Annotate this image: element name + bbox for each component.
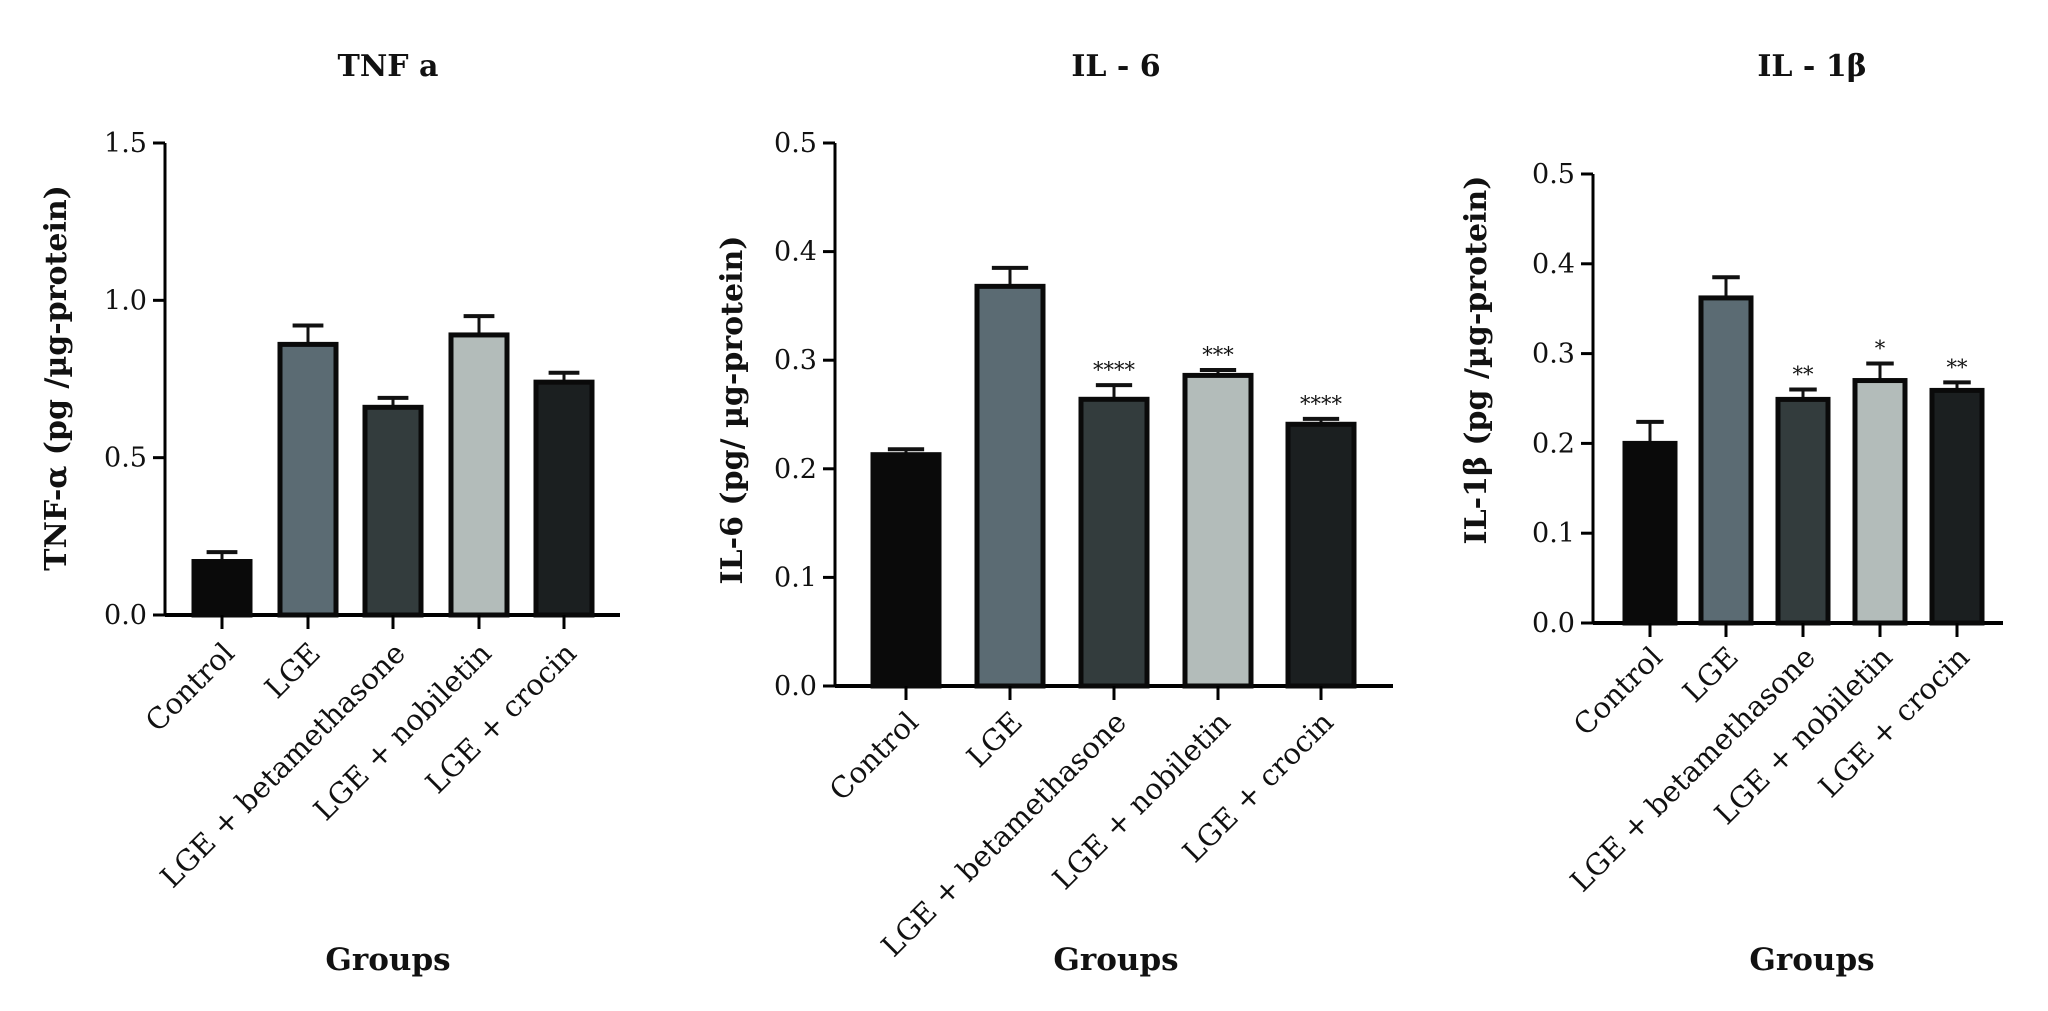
bars-il1b: ***** (1622, 275, 1985, 637)
y-tick-label-tnf: 0.0 (104, 600, 147, 631)
category-label-il1b: Control (1567, 640, 1669, 742)
bar-il6-5 (1285, 421, 1357, 689)
y-tick-label-il1b: 0.0 (1532, 608, 1575, 639)
category-label-il6: LGE + nobiletin (1046, 705, 1237, 896)
y-tick-label-il1b: 0.4 (1532, 249, 1575, 280)
y-tick-label-tnf: 0.5 (104, 443, 147, 474)
category-label-tnf: LGE (258, 636, 327, 705)
bar-tnf-5 (533, 379, 595, 618)
bar-il6-2 (974, 283, 1046, 689)
bar-il1b-4 (1852, 378, 1908, 626)
y-tick-label-il1b: 0.1 (1532, 518, 1575, 549)
y-axis-label-il6: IL-6 (pg/ µg-protein) (715, 236, 750, 585)
significance-label: * (1875, 336, 1886, 360)
bar-il1b-5 (1929, 387, 1985, 626)
bar-tnf-1 (191, 559, 253, 618)
bars-tnf (191, 314, 595, 629)
x-axis-label-il6: Groups (1053, 942, 1178, 978)
y-tick-label-il6: 0.4 (774, 237, 817, 268)
y-tick-label-tnf: 1.5 (104, 128, 147, 159)
y-tick-label-il1b: 0.3 (1532, 339, 1575, 370)
y-tick-label-il6: 0.2 (774, 454, 817, 485)
bar-il1b-2 (1698, 295, 1754, 626)
y-tick-label-il6: 0.1 (774, 562, 817, 593)
category-label-il6: LGE (960, 705, 1029, 774)
chart-title-tnf: TNF a (338, 49, 439, 84)
significance-label: **** (1093, 358, 1136, 382)
y-tick-label-il6: 0.5 (774, 128, 817, 159)
category-label-il6: Control (823, 705, 925, 807)
y-axis-label-il1b: IL-1β (pg /µg-protein) (1459, 176, 1494, 545)
bar-il6-3 (1078, 396, 1150, 689)
x-axis-label-il1b: Groups (1749, 942, 1874, 978)
category-label-tnf: Control (139, 636, 241, 738)
bar-il1b-3 (1775, 396, 1831, 626)
bar-il6-4 (1182, 372, 1254, 689)
significance-label: *** (1202, 343, 1234, 367)
bars-il6: *********** (870, 265, 1357, 700)
panel-il-1beta: IL - 1β IL-1β (pg /µg-protein) 0.0 0.1 0.2… (1459, 49, 2003, 978)
y-tick-label-il1b: 0.2 (1532, 428, 1575, 459)
y-tick-label-il6: 0.0 (774, 671, 817, 702)
y-tick-label-tnf: 1.0 (104, 285, 147, 316)
bar-il6-1 (870, 452, 942, 689)
category-label-tnf: LGE + crocin (419, 636, 583, 800)
bar-tnf-2 (277, 341, 339, 618)
category-label-il1b: LGE (1676, 640, 1745, 709)
panel-tnf-alpha: TNF a TNF-α (pg /µg-protein) 0.0 0.5 1.0 1.… (39, 49, 620, 978)
chart-title-il6: IL - 6 (1071, 49, 1160, 84)
significance-label: **** (1300, 392, 1343, 416)
panel-il-6: IL - 6 IL-6 (pg/ µg-protein) 0.0 0.1 0.2 0.… (715, 49, 1393, 978)
significance-label: ** (1793, 363, 1815, 387)
bar-tnf-4 (448, 332, 510, 618)
significance-label: ** (1947, 355, 1969, 379)
y-tick-label-il1b: 0.5 (1532, 159, 1575, 190)
bar-il1b-1 (1622, 440, 1678, 626)
chart-title-il1b: IL - 1β (1757, 49, 1866, 84)
y-tick-label-il6: 0.3 (774, 345, 817, 376)
x-axis-label-tnf: Groups (325, 942, 450, 978)
bar-tnf-3 (362, 404, 424, 618)
y-axis-label-tnf: TNF-α (pg /µg-protein) (39, 185, 74, 571)
